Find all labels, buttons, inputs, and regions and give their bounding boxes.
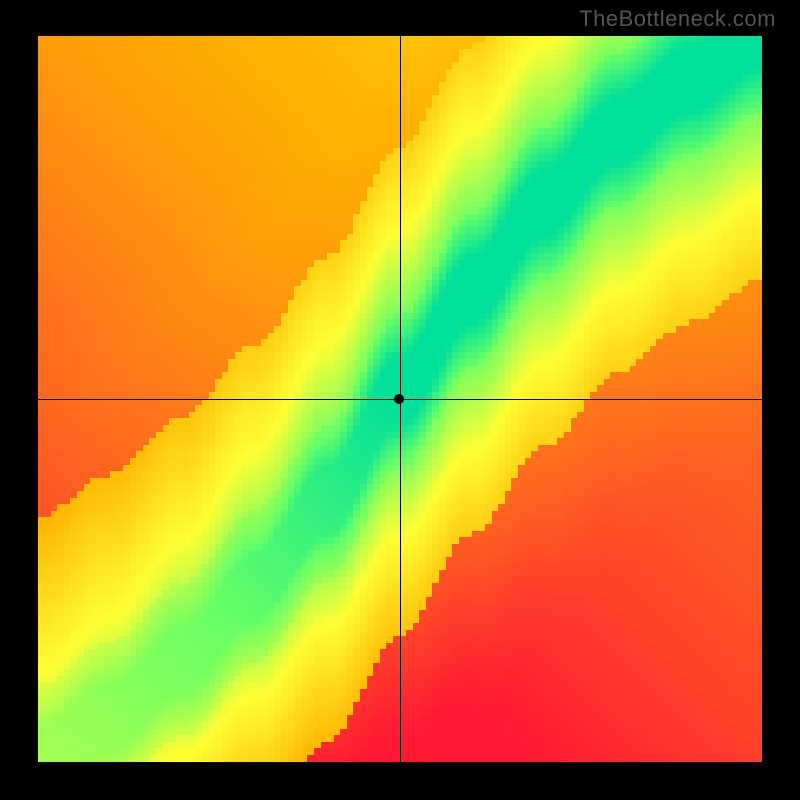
heatmap-canvas (38, 36, 762, 762)
figure-container: TheBottleneck.com (0, 0, 800, 800)
watermark-text: TheBottleneck.com (579, 6, 776, 32)
heatmap-plot (38, 36, 762, 762)
